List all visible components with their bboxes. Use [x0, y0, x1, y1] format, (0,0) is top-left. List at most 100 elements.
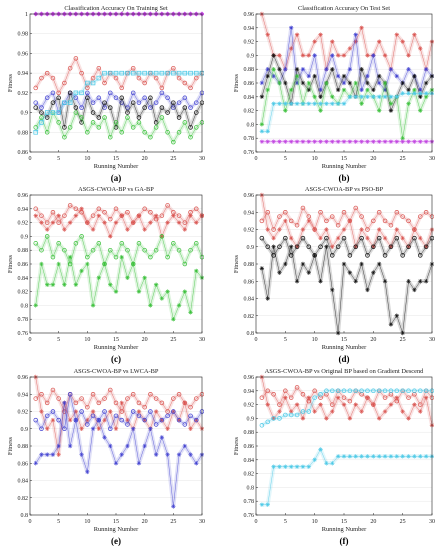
- data-point: [194, 241, 199, 246]
- data-point: [377, 108, 382, 113]
- data-point: [62, 100, 67, 105]
- data-point: [194, 417, 199, 423]
- series-line: [261, 390, 432, 426]
- data-point: [85, 422, 90, 427]
- data-point: [330, 214, 335, 219]
- data-point: [341, 53, 347, 58]
- data-point: [353, 205, 358, 211]
- data-point: [165, 95, 170, 101]
- data-point: [108, 387, 113, 393]
- data-point: [324, 101, 329, 106]
- data-point: [108, 443, 113, 449]
- data-point: [113, 120, 119, 125]
- data-point: [306, 218, 311, 224]
- data-point: [50, 417, 56, 423]
- x-tick-label: 5: [284, 337, 287, 343]
- data-point: [73, 409, 79, 414]
- y-tick-label: 0.84: [18, 479, 29, 485]
- data-point: [353, 388, 358, 394]
- data-point: [265, 402, 270, 407]
- data-point: [359, 454, 364, 459]
- data-point: [102, 435, 107, 440]
- data-point: [259, 235, 265, 241]
- data-point: [400, 454, 405, 459]
- data-point: [96, 115, 102, 120]
- data-point: [153, 452, 159, 457]
- data-point: [406, 395, 411, 400]
- data-point: [271, 464, 276, 469]
- y-tick-label: 0.9: [21, 427, 29, 433]
- y-tick-label: 0.8: [247, 122, 255, 128]
- data-point: [194, 461, 199, 466]
- data-point: [113, 289, 119, 294]
- series-group: [259, 374, 434, 507]
- data-point: [265, 419, 270, 425]
- data-point: [90, 100, 96, 105]
- data-point: [294, 464, 300, 469]
- y-tick-label: 0.88: [18, 248, 29, 254]
- y-tick-label: 0.8: [247, 331, 255, 337]
- data-point: [265, 210, 270, 215]
- data-point: [56, 95, 61, 101]
- data-point: [39, 409, 44, 414]
- y-tick-label: 0.96: [244, 12, 255, 18]
- data-point: [259, 395, 265, 400]
- data-point: [277, 409, 282, 414]
- x-tick-label: 5: [284, 156, 287, 162]
- data-point: [136, 75, 142, 81]
- data-point: [324, 235, 329, 241]
- y-tick-label: 0.9: [247, 416, 255, 422]
- data-point: [131, 426, 136, 431]
- x-tick-label: 15: [113, 519, 119, 525]
- data-point: [96, 75, 102, 81]
- data-point: [377, 261, 382, 267]
- data-point: [113, 70, 119, 76]
- y-tick-label: 0.78: [244, 499, 255, 505]
- data-point: [50, 210, 56, 215]
- data-point: [353, 32, 358, 37]
- data-point: [125, 110, 130, 115]
- data-point: [406, 139, 411, 144]
- data-point: [165, 203, 170, 208]
- data-point: [67, 392, 73, 397]
- data-point: [33, 396, 38, 401]
- x-tick-label: 10: [312, 519, 318, 525]
- y-axis-label: Fitness: [233, 254, 240, 273]
- series-line: [35, 204, 203, 224]
- data-point: [148, 392, 153, 397]
- data-point: [277, 80, 282, 86]
- data-point: [259, 423, 265, 428]
- data-point: [119, 213, 124, 218]
- data-point: [56, 220, 61, 225]
- data-point: [50, 220, 56, 225]
- data-point: [418, 279, 423, 284]
- x-tick-label: 5: [284, 519, 287, 525]
- data-point: [277, 67, 282, 72]
- data-point: [159, 85, 165, 91]
- data-point: [347, 80, 353, 86]
- data-point: [90, 392, 96, 397]
- data-point: [365, 73, 370, 79]
- data-point: [90, 426, 96, 431]
- data-point: [330, 39, 335, 44]
- data-point: [108, 216, 113, 222]
- data-point: [394, 139, 399, 144]
- data-point: [45, 227, 50, 232]
- x-tick-label: 0: [29, 519, 32, 525]
- data-point: [347, 94, 353, 99]
- data-point: [289, 139, 294, 144]
- data-point: [85, 261, 90, 267]
- data-point: [194, 220, 199, 225]
- data-point: [125, 275, 130, 280]
- data-point: [347, 253, 353, 258]
- data-point: [90, 413, 96, 419]
- data-point: [371, 388, 376, 394]
- data-point: [388, 454, 394, 459]
- data-point: [102, 220, 107, 225]
- data-point: [125, 227, 130, 232]
- data-point: [400, 388, 405, 394]
- data-point: [365, 94, 370, 99]
- data-point: [283, 395, 288, 400]
- data-point: [289, 464, 294, 469]
- data-point: [79, 70, 84, 76]
